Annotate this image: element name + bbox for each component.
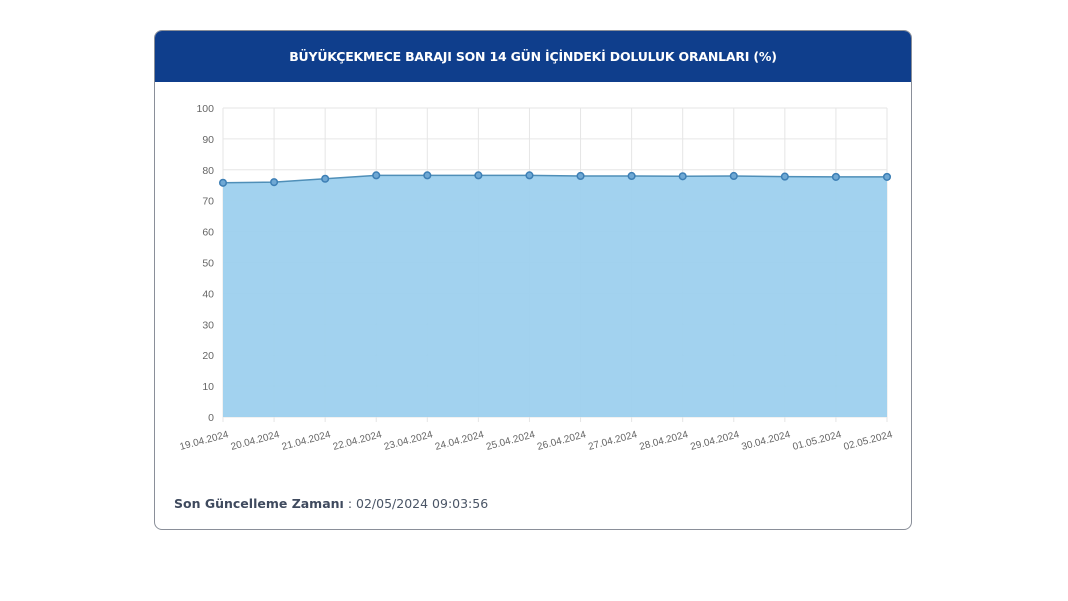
data-point <box>576 171 585 181</box>
data-point <box>780 172 789 181</box>
data-point <box>831 172 840 181</box>
data-point <box>423 171 432 180</box>
y-tick-label: 80 <box>202 165 214 177</box>
y-tick-label: 100 <box>196 103 214 115</box>
y-tick-label: 70 <box>202 196 214 208</box>
x-tick-label: 21.04.2024 <box>281 429 333 453</box>
data-point <box>678 172 687 181</box>
y-tick-label: 30 <box>202 319 214 331</box>
data-point <box>627 171 636 181</box>
y-tick-label: 60 <box>202 227 214 239</box>
data-point <box>218 178 228 187</box>
x-tick-label: 30.04.2024 <box>740 429 792 453</box>
x-tick-label: 22.04.2024 <box>332 429 384 453</box>
x-tick-label: 26.04.2024 <box>536 429 588 453</box>
x-tick-label: 02.05.2024 <box>843 429 895 453</box>
data-point <box>321 174 330 183</box>
y-tick-label: 10 <box>202 381 214 393</box>
y-tick-label: 50 <box>202 258 214 270</box>
x-tick-label: 01.05.2024 <box>791 429 843 453</box>
area-fill <box>223 175 887 417</box>
chart-area: 0 10 20 30 40 50 60 70 80 90 100 19.04.2024 20.04.20… <box>155 82 911 482</box>
data-point <box>474 171 483 180</box>
x-tick-label: 19.04.2024 <box>179 429 231 453</box>
x-tick-label: 23.04.2024 <box>383 429 435 453</box>
chart-header: BÜYÜKÇEKMECE BARAJI SON 14 GÜN İÇİNDEKİ … <box>155 31 911 82</box>
last-update-label: Son Güncelleme Zamanı <box>174 496 344 511</box>
x-tick-label: 27.04.2024 <box>587 429 639 453</box>
area-chart: 0 10 20 30 40 50 60 70 80 90 100 19.04.2024 20.04.20… <box>179 103 895 453</box>
data-point <box>372 171 381 180</box>
data-point <box>882 172 892 181</box>
data-point <box>525 171 534 180</box>
last-update-value: 02/05/2024 09:03:56 <box>356 496 489 511</box>
y-tick-label: 40 <box>202 288 214 300</box>
y-tick-label: 90 <box>202 134 214 146</box>
last-update: Son Güncelleme Zamanı : 02/05/2024 09:03… <box>174 496 488 511</box>
x-tick-label: 28.04.2024 <box>638 429 690 453</box>
x-tick-label: 24.04.2024 <box>434 429 486 453</box>
x-tick-label: 29.04.2024 <box>689 429 741 453</box>
data-line <box>222 174 887 184</box>
y-tick-label: 0 <box>208 412 214 424</box>
last-update-separator: : <box>343 496 357 511</box>
chart-card: BÜYÜKÇEKMECE BARAJI SON 14 GÜN İÇİNDEKİ … <box>154 30 912 530</box>
x-tick-label: 20.04.2024 <box>230 429 282 453</box>
chart-title: BÜYÜKÇEKMECE BARAJI SON 14 GÜN İÇİNDEKİ … <box>289 49 777 64</box>
y-tick-label: 20 <box>202 350 214 362</box>
data-point <box>729 171 738 181</box>
data-point <box>270 178 279 187</box>
x-tick-label: 25.04.2024 <box>485 429 537 453</box>
